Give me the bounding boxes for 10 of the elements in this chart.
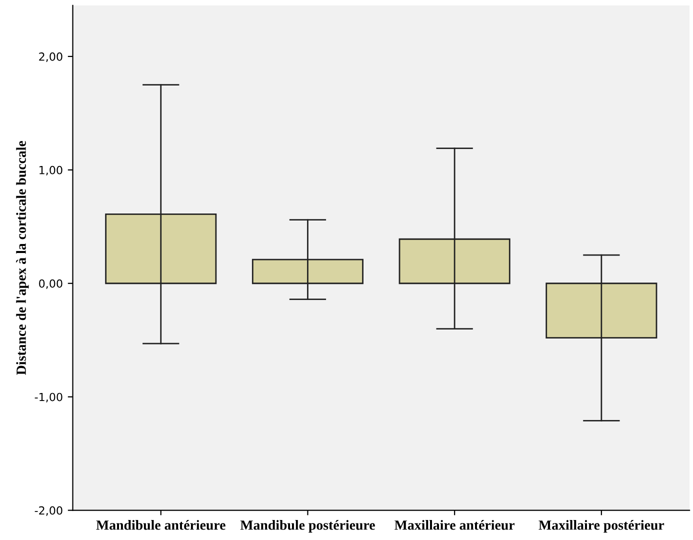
y-axis-title: Distance de l'apex à la corticale buccale	[16, 140, 29, 375]
x-tick-label: Mandibule postérieure	[240, 520, 375, 533]
y-tick-label: 0,00	[39, 279, 62, 289]
y-tick-label: 2,00	[39, 52, 62, 62]
x-tick-label: Maxillaire postérieur	[538, 520, 664, 533]
y-tick-label: 1,00	[40, 166, 62, 176]
x-tick-label: Maxillaire antérieur	[394, 520, 515, 530]
y-tick-label: -2,00	[34, 506, 62, 516]
x-tick-label: Mandibule antérieure	[96, 520, 226, 530]
y-tick-label: -1,00	[34, 392, 62, 402]
